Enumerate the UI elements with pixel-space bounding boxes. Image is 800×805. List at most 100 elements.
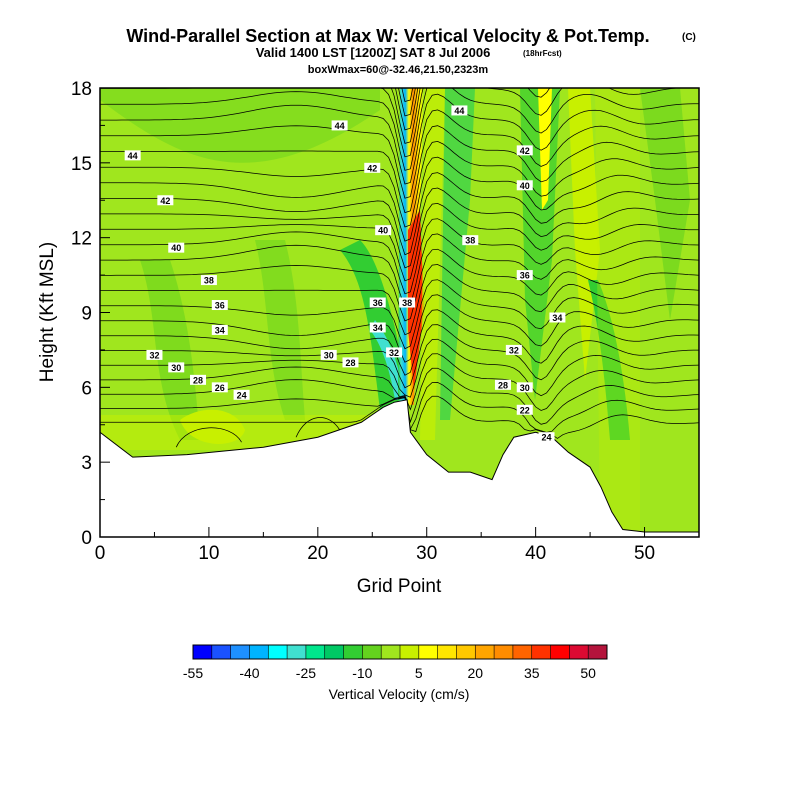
contour-label: 36 xyxy=(215,301,225,311)
x-tick-label: 40 xyxy=(525,543,546,564)
y-tick-label: 3 xyxy=(81,453,92,474)
contour-label-box xyxy=(494,379,511,390)
colorbar-swatch xyxy=(475,645,495,659)
contour-label: 26 xyxy=(215,383,225,393)
contour-label-box xyxy=(211,324,228,335)
theta-contours xyxy=(100,88,699,448)
x-axis: 0 10 20 30 40 50 xyxy=(95,527,655,564)
contour-label: 30 xyxy=(324,350,334,360)
colorbar-tick-label: -40 xyxy=(239,665,259,681)
chart-title-tag: (C) xyxy=(682,32,696,43)
y-tick-label: 12 xyxy=(71,229,92,250)
theta-contour-line xyxy=(390,88,551,144)
contour-label: 36 xyxy=(520,271,530,281)
y-tick-label: 9 xyxy=(81,304,92,325)
colorbar-swatch xyxy=(400,645,420,659)
contour-label-box xyxy=(386,347,403,358)
field-region xyxy=(100,88,380,163)
colorbar-swatch xyxy=(456,645,476,659)
contour-label-box xyxy=(516,145,533,156)
theta-contour-line xyxy=(100,338,699,398)
contour-label: 32 xyxy=(149,350,159,360)
contour-label-box xyxy=(233,389,250,400)
y-axis: 0 3 6 9 12 15 18 xyxy=(71,79,110,549)
colorbar-swatch xyxy=(418,645,438,659)
contour-label-box xyxy=(211,300,228,311)
contour-label-box xyxy=(549,312,566,323)
theta-contour-line xyxy=(100,264,699,336)
theta-contour-line xyxy=(100,218,699,295)
colorbar-tick-label: -55 xyxy=(183,665,203,681)
contour-label-box xyxy=(505,344,522,355)
colorbar-tick-label: 35 xyxy=(524,665,540,681)
contour-label: 24 xyxy=(542,433,552,443)
contour-label: 28 xyxy=(498,380,508,390)
theta-contour-line xyxy=(100,395,699,439)
field-region xyxy=(420,88,445,440)
contour-label: 42 xyxy=(367,163,377,173)
theta-contour-line xyxy=(100,382,699,433)
contour-label: 44 xyxy=(454,106,464,116)
colorbar-swatch xyxy=(305,645,326,659)
contour-label-box xyxy=(516,382,533,393)
theta-contour-line xyxy=(100,172,699,256)
theta-contour-line xyxy=(100,125,699,214)
contour-label: 34 xyxy=(552,313,562,323)
contour-label: 38 xyxy=(402,298,412,308)
contour-label: 34 xyxy=(215,325,225,335)
y-tick-label: 18 xyxy=(71,79,92,100)
colorbar-swatch xyxy=(381,645,401,659)
contour-label: 40 xyxy=(378,226,388,236)
theta-contour-line xyxy=(100,203,699,282)
contour-label-box xyxy=(375,225,392,236)
contour-label-box xyxy=(538,432,555,443)
contour-label-box xyxy=(211,382,228,393)
x-tick-label: 30 xyxy=(416,543,437,564)
colorbar-tick-label: 20 xyxy=(467,665,483,681)
contour-label-box xyxy=(369,297,386,308)
colorbar-swatch xyxy=(211,645,231,659)
contour-label-box xyxy=(462,235,479,246)
y-tick-label: 15 xyxy=(71,154,92,175)
colorbar-swatch xyxy=(362,645,382,659)
theta-contour-line xyxy=(100,88,699,171)
contour-label: 32 xyxy=(389,348,399,358)
contour-label: 22 xyxy=(520,405,530,415)
colorbar-swatch xyxy=(494,645,514,659)
theta-contour-line xyxy=(100,367,699,425)
contour-label: 30 xyxy=(520,383,530,393)
theta-contour-line xyxy=(100,88,699,158)
contour-label: 36 xyxy=(373,298,383,308)
x-tick-label: 20 xyxy=(307,543,328,564)
x-tick-label: 50 xyxy=(634,543,655,564)
contour-label-box xyxy=(157,195,174,206)
contour-label: 42 xyxy=(160,196,170,206)
colorbar-swatch xyxy=(287,645,307,659)
colorbar-tick-label: 50 xyxy=(580,665,596,681)
theta-contour-line xyxy=(395,88,419,131)
field-region xyxy=(370,320,405,400)
contour-label-box xyxy=(200,275,217,286)
terrain-mask xyxy=(100,399,699,537)
contour-label: 44 xyxy=(128,151,138,161)
colorbar-swatch xyxy=(343,645,363,659)
colorbar-tick-label: 5 xyxy=(415,665,423,681)
theta-contour-line xyxy=(100,233,699,308)
y-tick-label: 0 xyxy=(81,528,92,549)
theta-contour-line xyxy=(295,417,340,438)
contour-label: 28 xyxy=(193,375,203,385)
theta-contour-labels: 44 42 40 38 36 34 32 30 28 26 24 44 42 40 36 34 32 30 28 38… xyxy=(124,105,566,443)
theta-contour-line xyxy=(175,427,242,448)
contour-label: 30 xyxy=(171,363,181,373)
colorbar-swatch xyxy=(512,645,533,659)
y-tick-label: 6 xyxy=(81,378,92,399)
chart-info-line: boxWmax=60@-32.46,21.50,2323m xyxy=(308,64,489,76)
colorbar: -55 -40 -25 -10 5 20 35 50 xyxy=(183,644,608,681)
contour-label-box xyxy=(369,322,386,333)
theta-contour-line xyxy=(398,88,416,117)
field-region xyxy=(538,88,552,210)
colorbar-title: Vertical Velocity (cm/s) xyxy=(329,686,470,702)
contour-label-box xyxy=(168,362,185,373)
